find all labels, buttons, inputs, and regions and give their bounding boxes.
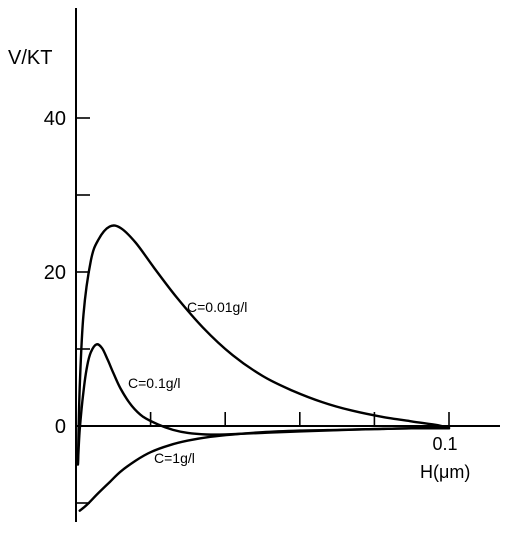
x-tick-label: 0.1 xyxy=(432,434,457,454)
series-line-2 xyxy=(78,427,451,512)
y-tick-label: 0 xyxy=(55,416,66,438)
series-label-c01: C=0.1g/l xyxy=(128,375,181,391)
y-tick-label: 40 xyxy=(44,108,66,130)
y-axis-label: V/KT xyxy=(8,47,52,69)
ticks: 0 20 40 0.1 xyxy=(44,108,458,504)
series-line-1 xyxy=(76,343,451,466)
x-axis-label: H(μm) xyxy=(420,462,470,482)
axes xyxy=(75,8,500,522)
y-tick-label: 20 xyxy=(44,262,66,284)
series-label-c1: C=1g/l xyxy=(154,450,195,466)
series-line-0 xyxy=(76,224,451,466)
curves xyxy=(76,224,451,512)
series-label-c001: C=0.01g/l xyxy=(187,299,247,315)
